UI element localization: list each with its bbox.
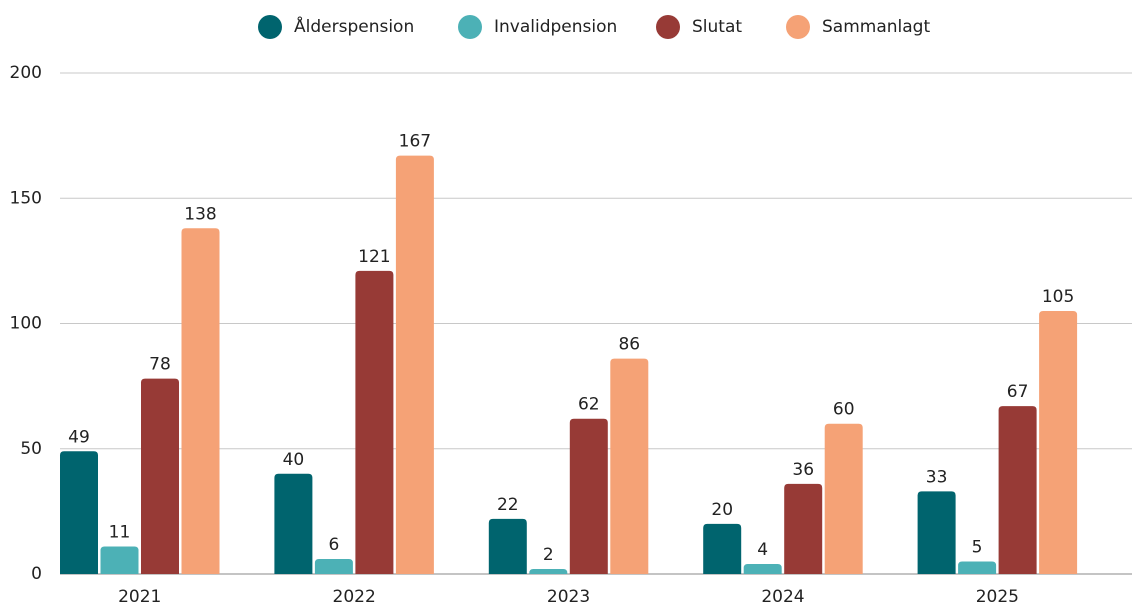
legend-label: Invalidpension: [494, 17, 617, 37]
bar: [703, 523, 742, 574]
legend-swatch: [786, 15, 810, 39]
y-tick-label: 100: [10, 314, 42, 334]
data-label: 33: [926, 467, 948, 487]
y-tick-label: 150: [10, 188, 42, 208]
data-label: 121: [358, 247, 390, 267]
y-tick-label: 50: [20, 439, 42, 459]
data-label: 105: [1042, 287, 1074, 307]
data-label: 11: [109, 522, 131, 542]
bar: [958, 561, 997, 574]
bar: [141, 378, 179, 574]
legend-swatch: [458, 15, 482, 39]
legend-swatch: [656, 15, 680, 39]
data-label: 2: [543, 545, 554, 565]
data-label: 62: [578, 395, 600, 415]
y-tick-label: 200: [10, 63, 42, 83]
bar: [395, 155, 434, 575]
data-label: 36: [792, 460, 814, 480]
data-label: 22: [497, 495, 519, 515]
data-label: 138: [184, 204, 216, 224]
bar: [488, 518, 527, 574]
bar: [824, 423, 863, 574]
bar: [274, 473, 313, 574]
bar: [784, 483, 823, 574]
legend-label: Slutat: [692, 17, 742, 37]
data-label: 6: [328, 535, 339, 555]
data-label: 49: [68, 427, 90, 447]
data-label: 40: [283, 450, 305, 470]
x-tick-label: 2021: [118, 587, 161, 607]
y-tick-label: 0: [31, 564, 42, 584]
data-label: 4: [757, 540, 768, 560]
x-tick-label: 2025: [976, 587, 1019, 607]
x-tick-label: 2024: [761, 587, 804, 607]
x-tick-label: 2023: [547, 587, 590, 607]
bar: [1039, 310, 1078, 574]
legend-label: Ålderspension: [294, 15, 414, 37]
bar: [60, 451, 98, 574]
data-label: 167: [399, 132, 431, 152]
bar: [100, 546, 139, 574]
bar: [743, 563, 782, 574]
bar: [998, 406, 1037, 574]
bar: [529, 568, 568, 574]
data-label: 86: [618, 335, 640, 355]
legend-label: Sammanlagt: [822, 17, 930, 37]
data-label: 5: [972, 537, 983, 557]
data-label: 78: [149, 355, 171, 375]
bar: [917, 491, 956, 574]
data-label: 60: [833, 400, 855, 420]
bar: [181, 228, 220, 574]
x-tick-label: 2022: [333, 587, 376, 607]
bar: [610, 358, 649, 574]
bar: [355, 270, 394, 574]
data-label: 20: [711, 500, 733, 520]
bar: [314, 558, 353, 574]
data-label: 67: [1007, 382, 1029, 402]
legend-swatch: [258, 15, 282, 39]
legend: Ålderspension Invalidpension Slutat Sammanl…: [258, 15, 930, 39]
bar: [569, 418, 608, 574]
